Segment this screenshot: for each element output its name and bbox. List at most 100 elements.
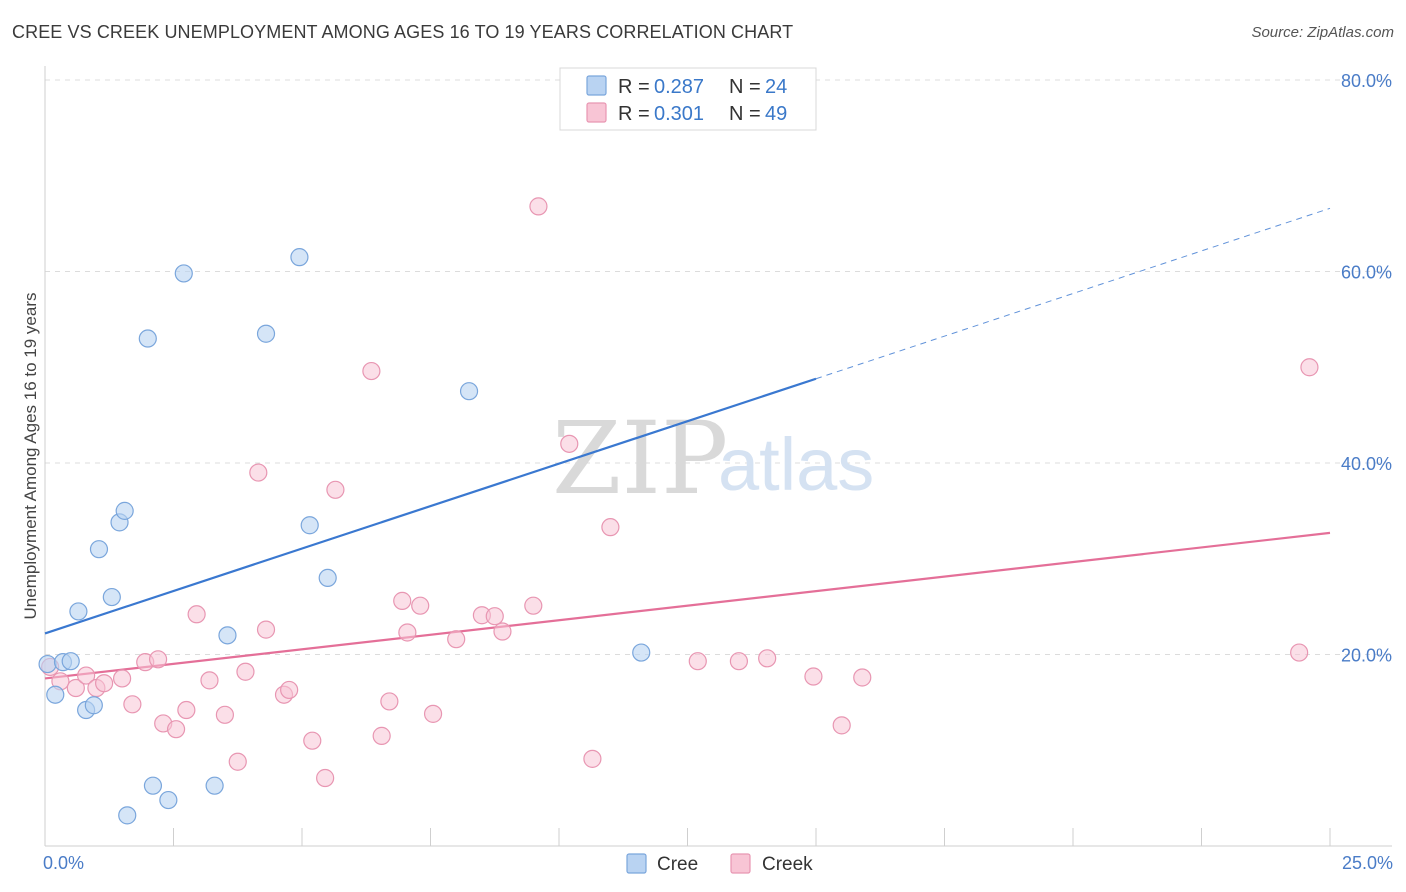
cree-point-19 (290, 248, 309, 267)
cree-point-18 (256, 324, 276, 343)
creek-point-23 (316, 768, 335, 788)
cree-point-17 (218, 626, 237, 645)
cree-point-7 (89, 540, 109, 559)
creek-point-44 (804, 667, 823, 686)
creek-point-30 (411, 596, 430, 615)
creek-point-3 (77, 666, 96, 685)
cree-point-21 (318, 568, 337, 588)
legend-creek-n-value: 49 (765, 103, 787, 125)
creek-point-24 (326, 480, 345, 499)
creek-point-21 (280, 680, 299, 700)
y-tick-label-3: 80.0% (1341, 71, 1392, 91)
creek-point-42 (729, 652, 749, 671)
creek-point-32 (447, 630, 466, 649)
creek-point-25 (362, 361, 381, 381)
creek-point-11 (166, 720, 186, 739)
creek-point-9 (148, 650, 168, 669)
bottom-legend: Cree Creek (626, 853, 813, 875)
creek-point-41 (688, 652, 707, 671)
creek-point-45 (832, 716, 851, 735)
y-tick-label-1: 40.0% (1341, 454, 1392, 474)
legend-cree-swatch (586, 75, 607, 96)
creek-point-36 (524, 596, 543, 615)
legend-creek-r-value: 0.301 (654, 103, 704, 125)
cree-point-20 (300, 516, 319, 535)
creek-point-14 (200, 671, 219, 690)
creek-point-39 (583, 749, 602, 768)
cree-point-16 (205, 776, 224, 795)
creek-point-16 (228, 752, 247, 771)
bottom-legend-creek-swatch (730, 853, 751, 874)
bottom-legend-creek-label: Creek (762, 854, 813, 875)
cree-trend-line (44, 377, 817, 635)
cree-point-6 (84, 696, 103, 715)
creek-point-19 (256, 620, 276, 639)
creek-point-46 (853, 668, 872, 687)
cree-point-0 (38, 654, 57, 674)
cree-trend-extension (815, 207, 1331, 380)
cree-point-1 (46, 685, 65, 704)
creek-point-47 (1290, 643, 1309, 662)
x-tick-labels: 0.0% 25.0% (43, 853, 1393, 873)
legend-cree-r-value: 0.287 (654, 76, 704, 98)
cree-point-10 (115, 501, 134, 520)
creek-point-6 (112, 669, 132, 688)
cree-point-8 (102, 587, 121, 607)
cree-point-12 (138, 329, 157, 348)
y-axis-label: Unemployment Among Ages 16 to 19 years (21, 293, 40, 620)
cree-point-13 (143, 776, 163, 795)
source-label: Source: ZipAtlas.com (1251, 24, 1394, 41)
cree-point-3 (61, 652, 80, 671)
creek-point-27 (380, 692, 399, 711)
x-tick-label-0: 0.0% (43, 853, 84, 873)
x-tick-label-1: 25.0% (1342, 853, 1393, 873)
bottom-legend-cree-label: Cree (657, 854, 698, 875)
trend-lines (44, 207, 1331, 680)
creek-point-40 (601, 518, 620, 537)
creek-point-37 (529, 197, 548, 216)
y-tick-label-2: 60.0% (1341, 263, 1392, 283)
creek-point-35 (493, 622, 512, 641)
watermark: ZIP atlas (552, 400, 874, 517)
legend-box: R = 0.287 N = 24 R = 0.301 N = 49 (559, 67, 817, 131)
cree-point-22 (459, 382, 479, 401)
cree-point-4 (69, 602, 88, 621)
grid-lines (45, 79, 1392, 655)
cree-points (38, 248, 651, 825)
bottom-legend-cree-swatch (626, 853, 647, 874)
legend-cree-r-label: R = (618, 76, 650, 98)
creek-point-34 (485, 607, 504, 626)
y-tick-label-0: 20.0% (1341, 646, 1392, 666)
creek-point-29 (398, 623, 417, 642)
creek-trend-line (44, 531, 1331, 680)
creek-point-7 (123, 695, 142, 714)
creek-point-31 (423, 704, 443, 723)
creek-point-48 (1300, 358, 1319, 377)
legend-creek-swatch (586, 102, 607, 123)
y-tick-labels: 20.0% 40.0% 60.0% 80.0% (1341, 71, 1392, 666)
legend-cree-n-label: N = (729, 76, 761, 98)
axes (44, 66, 1392, 847)
creek-point-13 (187, 605, 206, 624)
chart-title: CREE VS CREEK UNEMPLOYMENT AMONG AGES 16… (12, 22, 794, 42)
cree-point-11 (118, 806, 137, 825)
creek-point-43 (758, 649, 777, 668)
creek-point-15 (215, 705, 234, 724)
creek-point-17 (236, 662, 255, 681)
creek-point-22 (303, 731, 322, 750)
creek-point-18 (249, 463, 268, 482)
watermark-zip-text: ZIP (552, 400, 728, 517)
creek-point-28 (393, 591, 412, 610)
cree-point-23 (632, 643, 651, 662)
creek-point-38 (560, 434, 579, 453)
legend-creek-r-label: R = (618, 103, 650, 125)
creek-point-2 (66, 678, 85, 698)
watermark-atlas-text: atlas (718, 423, 874, 506)
cree-point-15 (174, 264, 193, 283)
creek-point-12 (177, 700, 196, 720)
creek-points (41, 197, 1319, 788)
cree-point-14 (159, 790, 178, 810)
legend-creek-n-label: N = (729, 103, 761, 125)
legend-cree-n-value: 24 (765, 76, 787, 98)
